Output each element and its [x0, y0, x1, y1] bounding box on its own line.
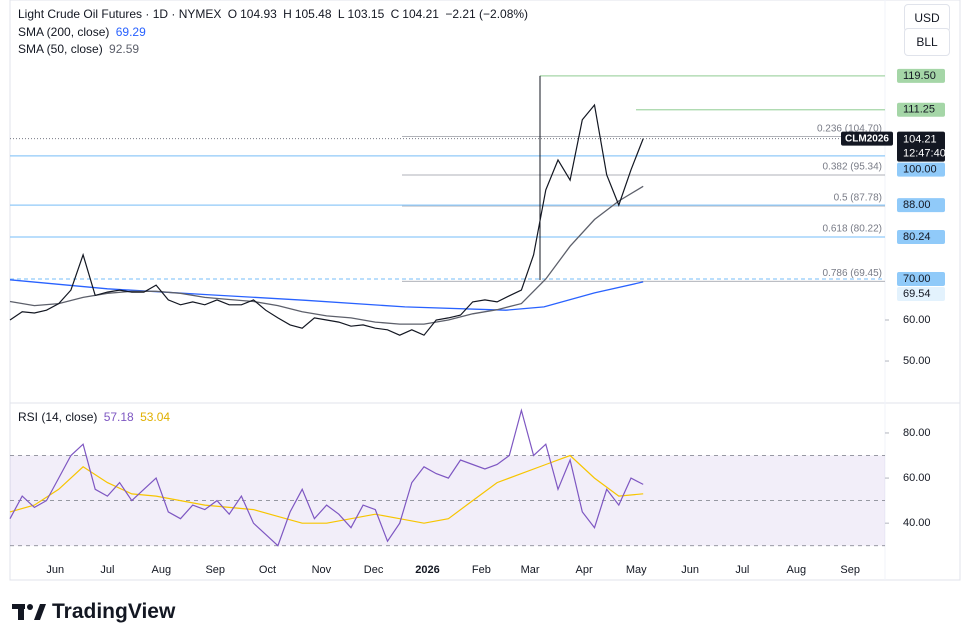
price-level-tag [897, 68, 945, 83]
x-tick-label: 2026 [415, 564, 439, 576]
quote-value: 104.93 [240, 7, 277, 21]
rsi-legend: RSI (14, close) 57.18 53.04 [18, 410, 173, 424]
x-tick-label: Aug [786, 564, 806, 576]
fib-label: 0.236 (104.70) [817, 123, 882, 134]
quote-label: H [283, 7, 292, 21]
price-level-label: 111.25 [903, 104, 935, 116]
x-tick-label: Jun [46, 564, 64, 576]
rsi-title: RSI (14, close) [18, 410, 98, 424]
sma-line [9, 279, 644, 311]
x-tick-label: May [626, 564, 647, 576]
rsi-ma-value: 53.04 [140, 410, 171, 424]
price-level-tag [897, 102, 945, 117]
indicator-value: 69.29 [115, 25, 146, 39]
symbol-tag [841, 131, 893, 146]
countdown: 12:47:40 [903, 148, 946, 160]
x-tick-label: Apr [575, 564, 592, 576]
rsi-value: 57.18 [103, 410, 134, 424]
y-tick-label: 50.00 [903, 355, 931, 367]
y-tick-label: 60.00 [903, 314, 931, 326]
rsi-line [9, 408, 644, 547]
price-level-tag [897, 229, 945, 244]
x-tick-label: Aug [152, 564, 172, 576]
quote-value: 105.48 [294, 7, 332, 21]
x-tick-label: Jul [100, 564, 114, 576]
y-tick-label: 40.00 [903, 517, 931, 529]
fib-label: 0.786 (69.45) [823, 268, 883, 279]
quote-label: L [337, 7, 345, 21]
brand-name: TradingView [52, 600, 176, 623]
price-level-label: 69.54 [903, 288, 931, 300]
indicator-legend: SMA (200, close) 69.29 [18, 25, 149, 39]
brand-logo [12, 604, 46, 620]
quote-value: 104.21 [402, 7, 439, 21]
indicator-name: SMA (50, close) [18, 42, 103, 56]
x-tick-label: Sep [205, 564, 225, 576]
price-level-label: 80.24 [903, 231, 931, 243]
x-tick-label: Jun [681, 564, 699, 576]
price-level-label: 70.00 [903, 273, 931, 285]
quote-label: O [227, 7, 238, 21]
current-price-tag [897, 131, 945, 162]
price-level-label: 88.00 [903, 199, 931, 211]
sma-line [9, 185, 644, 325]
x-tick-label: Nov [312, 564, 332, 576]
price-level-tag [897, 286, 945, 301]
price-level-label: 100.00 [903, 164, 937, 176]
x-tick-label: Oct [259, 564, 276, 576]
title: Light Crude Oil Futures · 1D · NYMEX [18, 7, 222, 21]
price-level-tag [897, 198, 945, 213]
unit-button[interactable]: BLL [904, 28, 950, 56]
y-tick-label: 60.00 [903, 472, 931, 484]
price-line [9, 103, 644, 336]
indicator-name: SMA (200, close) [18, 25, 110, 39]
quote-change: −2.21 (−2.08%) [445, 7, 529, 21]
indicator-value: 92.59 [109, 42, 140, 56]
quote-label: C [390, 7, 400, 21]
main-legend: Light Crude Oil Futures · 1D · NYMEX O 10… [18, 7, 531, 21]
price-level-label: 119.50 [903, 70, 936, 82]
chart-frame [9, 0, 961, 581]
brand: TradingView [12, 600, 175, 624]
y-tick-label: 80.00 [903, 427, 931, 439]
currency-button[interactable]: USD [904, 4, 950, 32]
symbol-label: CLM2026 [845, 133, 889, 144]
current-price: 104.21 [903, 134, 937, 146]
x-tick-label: Jul [735, 564, 749, 576]
x-tick-label: Mar [521, 564, 540, 576]
x-tick-label: Dec [364, 564, 384, 576]
price-level-tag [897, 271, 945, 286]
indicator-legend: SMA (50, close) 92.59 [18, 42, 142, 56]
fib-label: 0.618 (80.22) [823, 224, 883, 235]
fib-label: 0.5 (87.78) [834, 193, 882, 204]
x-tick-label: Feb [472, 564, 491, 576]
x-tick-label: Sep [840, 564, 860, 576]
fib-label: 0.382 (95.34) [823, 162, 883, 173]
quote-value: 103.15 [347, 7, 385, 21]
price-level-tag [897, 162, 945, 177]
